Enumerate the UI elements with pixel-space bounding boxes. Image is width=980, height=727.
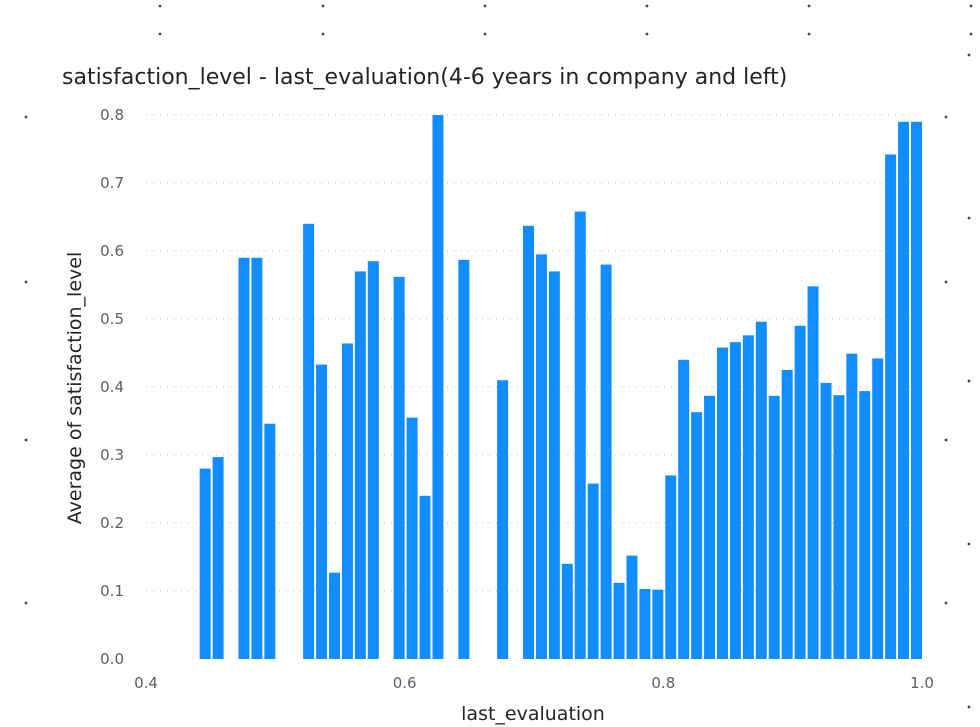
- frame-dot: [645, 4, 649, 8]
- bar: [768, 395, 780, 659]
- bar: [548, 271, 560, 659]
- y-tick-label: 0.5: [100, 310, 124, 328]
- bar: [458, 259, 470, 659]
- bar: [846, 353, 858, 659]
- bar: [354, 271, 366, 659]
- frame-dot: [944, 115, 948, 119]
- bar: [613, 582, 625, 659]
- bar: [406, 417, 418, 659]
- bar: [626, 555, 638, 659]
- bar: [691, 412, 703, 659]
- x-tick-label: 0.4: [134, 674, 158, 692]
- frame-dot: [967, 542, 971, 546]
- y-tick-label: 0.7: [100, 174, 124, 192]
- bar: [639, 588, 651, 659]
- frame-dot: [483, 32, 487, 36]
- frame-dot: [24, 115, 28, 119]
- y-tick-label: 0.8: [100, 106, 124, 124]
- frame-dot: [967, 379, 971, 383]
- frame-dot: [807, 4, 811, 8]
- bar: [794, 325, 806, 659]
- bar: [561, 563, 573, 659]
- bar: [251, 257, 263, 659]
- frame-dot: [24, 601, 28, 605]
- bar: [781, 370, 793, 659]
- bar: [678, 359, 690, 659]
- bar: [600, 264, 612, 659]
- y-axis-ticks: 0.0 0.1 0.2 0.3 0.4 0.5 0.6 0.7 0.8: [100, 106, 124, 668]
- frame-dot: [321, 32, 325, 36]
- bar: [432, 115, 444, 659]
- frame-dot: [24, 438, 28, 442]
- bar: [820, 382, 832, 659]
- frame-dot: [483, 4, 487, 8]
- frame-dot: [944, 438, 948, 442]
- frame-dot: [158, 4, 162, 8]
- bar: [393, 276, 405, 659]
- bar: [755, 321, 767, 659]
- visual-frame-dots: [24, 4, 973, 709]
- x-tick-label: 0.8: [651, 674, 675, 692]
- bar: [341, 343, 353, 659]
- bar: [717, 347, 728, 659]
- bar: [833, 395, 845, 659]
- bar: [497, 380, 509, 659]
- bar: [199, 468, 211, 659]
- bar: [911, 121, 922, 660]
- frame-dot: [645, 32, 649, 36]
- bar: [238, 257, 250, 659]
- bar: [523, 225, 534, 659]
- x-tick-label: 1.0: [910, 674, 934, 692]
- bar: [264, 423, 276, 659]
- bars: [199, 115, 922, 660]
- bar: [665, 475, 677, 659]
- bar: [652, 589, 664, 659]
- frame-dot: [944, 280, 948, 284]
- bar: [535, 254, 547, 659]
- bar: [872, 358, 884, 659]
- bar: [329, 572, 340, 659]
- y-tick-label: 0.0: [100, 650, 124, 668]
- y-tick-label: 0.2: [100, 514, 124, 532]
- frame-dot: [969, 4, 973, 8]
- bar: [316, 364, 328, 659]
- frame-dot: [807, 32, 811, 36]
- bar: [574, 211, 586, 659]
- frame-dot: [967, 53, 971, 57]
- y-tick-label: 0.1: [100, 582, 124, 600]
- y-axis-title: Average of satisfaction_level: [64, 252, 86, 524]
- bar: [885, 154, 897, 659]
- bar: [212, 457, 224, 659]
- bar: [587, 483, 599, 659]
- frame-dot: [944, 601, 948, 605]
- chart-title: satisfaction_level - last_evaluation(4-6…: [62, 65, 787, 90]
- bar: [859, 391, 871, 659]
- y-tick-label: 0.6: [100, 242, 124, 260]
- frame-dot: [24, 280, 28, 284]
- bar: [303, 223, 315, 660]
- bar: [898, 121, 910, 660]
- x-axis-ticks: 0.4 0.6 0.8 1.0: [134, 674, 934, 692]
- frame-dot: [969, 32, 973, 36]
- frame-dot: [158, 32, 162, 36]
- bar: [367, 261, 379, 659]
- frame-dot: [967, 216, 971, 220]
- frame-dot: [321, 4, 325, 8]
- y-tick-label: 0.4: [100, 378, 124, 396]
- bar: [742, 335, 754, 659]
- bar: [729, 342, 741, 659]
- y-tick-label: 0.3: [100, 446, 124, 464]
- bar: [419, 495, 431, 659]
- x-tick-label: 0.6: [393, 674, 417, 692]
- bar: [704, 395, 716, 659]
- frame-dot: [967, 705, 971, 709]
- bar: [807, 286, 819, 659]
- x-axis-title: last_evaluation: [461, 703, 605, 725]
